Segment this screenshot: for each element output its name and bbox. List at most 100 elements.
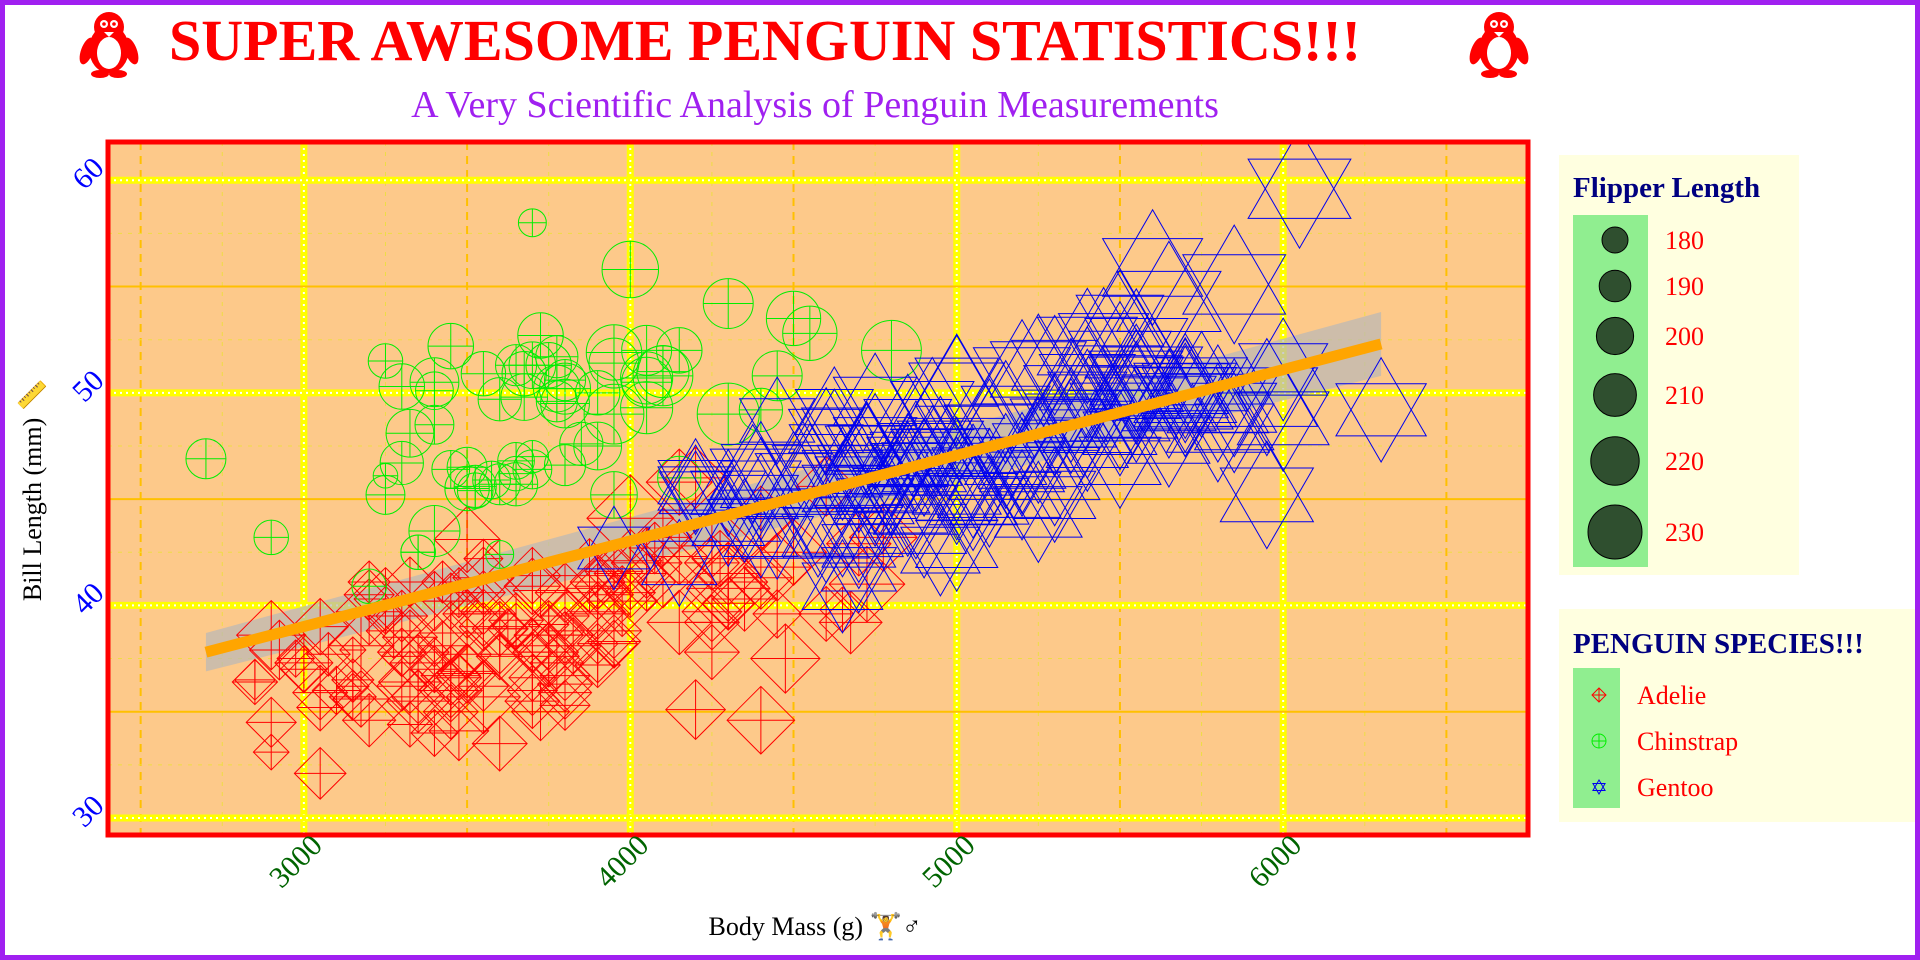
size-legend-label: 190 <box>1665 272 1704 301</box>
data-point-chinstrap <box>702 278 754 330</box>
data-point-chinstrap <box>533 364 581 413</box>
data-point-chinstrap <box>696 382 760 446</box>
data-point-adelie <box>436 642 498 704</box>
data-point-gentoo <box>1247 142 1352 250</box>
size-legend-dot <box>1601 226 1629 254</box>
confidence-ribbon <box>205 312 1382 672</box>
data-point-adelie <box>381 609 439 666</box>
data-point-chinstrap <box>620 381 674 435</box>
data-point-gentoo <box>1012 446 1097 544</box>
data-point-adelie <box>544 616 603 675</box>
data-point-chinstrap <box>365 474 406 515</box>
data-point-adelie <box>335 669 370 704</box>
data-point-adelie <box>506 664 559 717</box>
data-point-gentoo <box>640 518 718 608</box>
data-point-adelie <box>586 614 642 669</box>
data-point-adelie <box>683 594 741 651</box>
data-point-chinstrap <box>351 568 387 605</box>
data-point-adelie <box>293 746 347 800</box>
y-tick-label: 40 <box>66 576 111 621</box>
data-point-chinstrap <box>378 363 426 410</box>
data-point-gentoo <box>1127 391 1211 488</box>
size-legend-label: 200 <box>1665 322 1704 351</box>
data-point-gentoo <box>720 420 802 514</box>
data-point-chinstrap <box>400 534 436 571</box>
data-point-chinstrap <box>583 383 645 445</box>
data-point-gentoo <box>1219 440 1315 550</box>
data-point-gentoo <box>1133 336 1238 458</box>
data-point-gentoo <box>780 492 856 579</box>
data-point-gentoo <box>1067 300 1173 422</box>
data-point-gentoo <box>801 484 883 578</box>
data-point-adelie <box>252 733 290 771</box>
data-point-adelie <box>390 669 446 725</box>
data-point-adelie <box>726 685 796 755</box>
scatter-chart: SUPER AWESOME PENGUIN STATISTICS!!! A Ve… <box>17 8 1915 941</box>
species-legend-label: Gentoo <box>1637 773 1714 802</box>
data-point-gentoo <box>1078 412 1162 510</box>
data-point-chinstrap <box>453 464 497 508</box>
data-point-adelie <box>752 588 803 639</box>
size-legend-dot <box>1587 504 1643 560</box>
data-point-gentoo <box>658 449 733 536</box>
data-point-adelie <box>696 541 761 606</box>
y-tick-label: 50 <box>66 364 111 409</box>
species-legend-keys: Adelie Chinstrap Gentoo <box>1591 681 1738 802</box>
data-point-gentoo <box>1069 353 1171 471</box>
data-point-chinstrap <box>472 460 511 500</box>
data-point-gentoo <box>872 459 960 560</box>
data-point-chinstrap <box>508 341 557 390</box>
data-point-adelie <box>471 600 528 657</box>
data-point-chinstrap <box>253 519 289 556</box>
data-point-adelie <box>274 633 334 693</box>
data-point-chinstrap <box>414 404 455 445</box>
y-tick-label: 60 <box>66 151 111 196</box>
species-legend-key-chinstrap <box>1591 733 1607 749</box>
data-point-gentoo <box>1075 269 1165 373</box>
y-axis-title: Bill Length (mm) 📏 <box>17 379 47 601</box>
data-point-chinstrap <box>632 345 694 407</box>
size-legend-dot <box>1590 436 1640 486</box>
data-point-adelie <box>593 536 668 611</box>
data-point-adelie <box>750 623 821 694</box>
data-point-gentoo <box>989 313 1088 426</box>
data-point-gentoo <box>1181 224 1287 345</box>
size-legend-dot <box>1595 316 1635 356</box>
species-legend-label: Adelie <box>1637 681 1706 710</box>
species-legend-key-adelie <box>1591 687 1607 703</box>
data-point-gentoo <box>709 423 796 524</box>
data-point-adelie <box>818 590 883 655</box>
data-point-chinstrap <box>408 505 461 558</box>
trend-line <box>204 338 1383 658</box>
data-point-chinstrap <box>590 471 638 519</box>
x-tick-label: 4000 <box>589 829 655 895</box>
data-point-adelie <box>418 658 483 723</box>
data-point-gentoo <box>1101 208 1204 327</box>
data-point-chinstrap <box>460 351 507 397</box>
size-legend-keys: 180 190 200 210 220 230 <box>1587 226 1704 560</box>
data-point-adelie <box>711 566 778 632</box>
chart-subtitle: A Very Scientific Analysis of Penguin Me… <box>411 84 1219 126</box>
species-legend-title: PENGUIN SPECIES!!! <box>1573 628 1864 660</box>
species-legend-key-gentoo <box>1592 778 1606 796</box>
data-point-chinstrap <box>485 539 515 569</box>
data-point-gentoo <box>801 538 884 634</box>
data-point-chinstrap <box>500 373 549 421</box>
data-point-adelie <box>798 585 855 643</box>
data-point-gentoo <box>914 333 1000 432</box>
data-point-chinstrap <box>765 290 822 347</box>
x-tick-label: 5000 <box>916 829 982 895</box>
data-point-adelie <box>231 658 279 706</box>
size-legend-dot <box>1598 269 1632 303</box>
data-point-chinstrap <box>574 370 621 416</box>
y-tick-label: 30 <box>66 789 111 834</box>
data-point-gentoo <box>889 356 975 455</box>
chart-title: SUPER AWESOME PENGUIN STATISTICS!!! <box>169 8 1361 73</box>
data-point-adelie <box>665 679 727 741</box>
data-point-chinstrap <box>861 319 922 381</box>
data-point-gentoo <box>1008 420 1101 527</box>
size-legend-label: 210 <box>1665 381 1704 410</box>
size-legend-label: 230 <box>1665 518 1704 547</box>
plot-border <box>105 139 1531 838</box>
data-point-chinstrap <box>444 465 490 512</box>
